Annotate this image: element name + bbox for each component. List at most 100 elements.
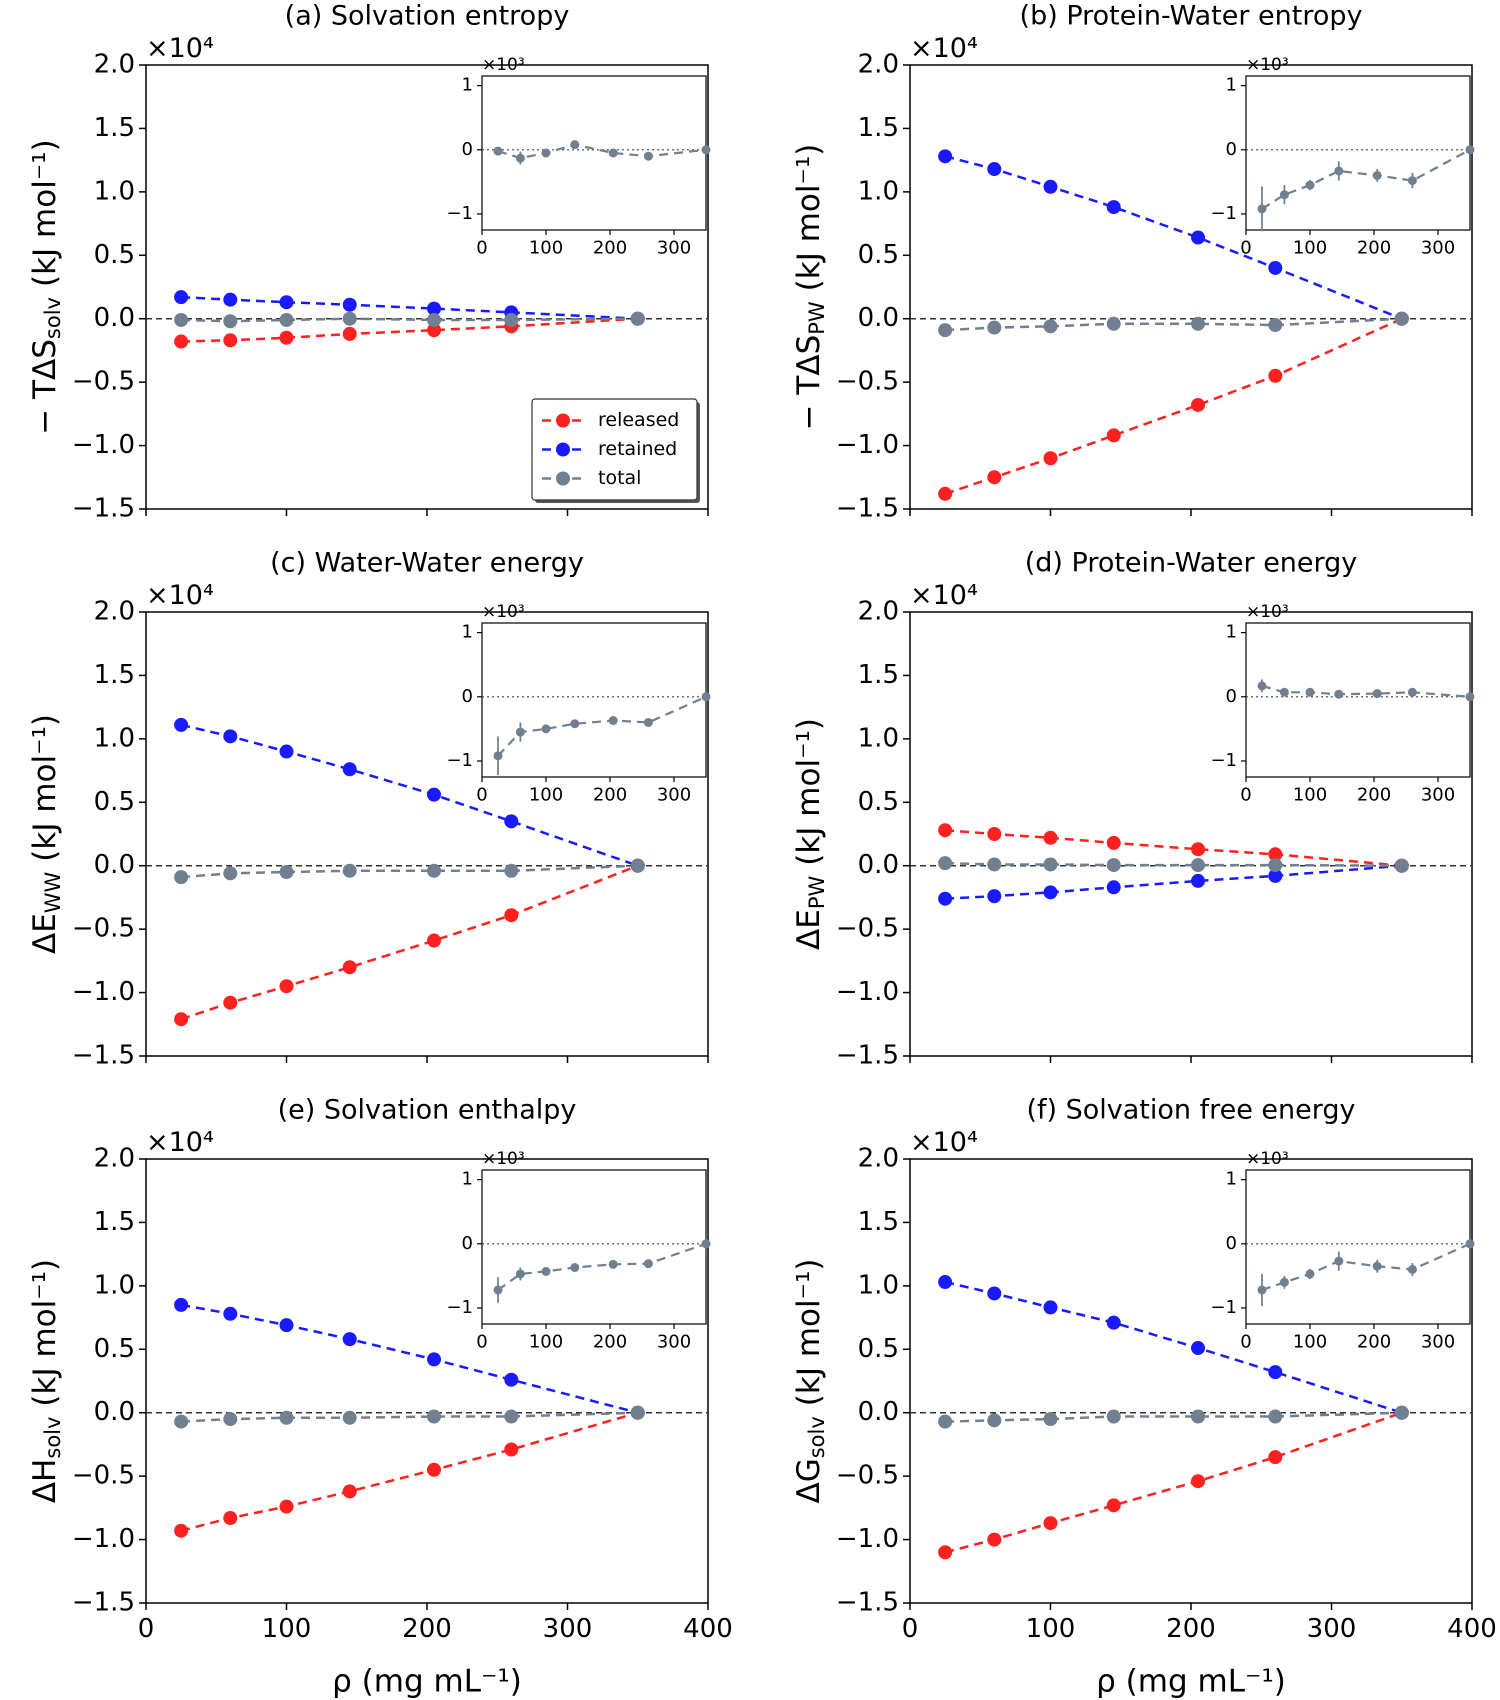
data-point [504, 1409, 519, 1424]
data-point [279, 1499, 294, 1514]
data-point [1191, 230, 1206, 245]
y-label-main: − TΔS [27, 339, 63, 435]
chart-title: (a) Solvation entropy [285, 1, 570, 32]
x-tick-label: 300 [1421, 1332, 1455, 1353]
data-point [1043, 179, 1058, 194]
plot-area [1245, 75, 1471, 231]
data-point [1191, 842, 1206, 857]
data-point [493, 146, 503, 156]
data-point [1257, 1285, 1267, 1295]
y-tick-label: −1.5 [836, 1588, 899, 1618]
data-point [938, 856, 953, 871]
data-point [1106, 1315, 1121, 1330]
data-point [427, 312, 442, 327]
data-point [1305, 687, 1315, 697]
data-point [427, 323, 442, 338]
y-tick-label: −1.0 [836, 430, 899, 460]
y-label-main: ΔE [791, 909, 827, 950]
data-point [1191, 1341, 1206, 1356]
data-point [279, 1318, 294, 1333]
y-tick-label: 0.0 [94, 850, 135, 880]
x-tick-label: 300 [543, 1614, 593, 1644]
data-point [1394, 311, 1409, 326]
data-point [427, 1409, 442, 1424]
y-tick-label: 0.5 [94, 1334, 135, 1364]
data-point [643, 1259, 653, 1269]
x-tick-label: 100 [529, 785, 563, 806]
data-point [1268, 318, 1283, 333]
y-tick-label: −0.5 [836, 1461, 899, 1491]
y-label-main: ΔH [27, 1459, 63, 1504]
data-point [1106, 316, 1121, 331]
y-tick-label: 1.0 [94, 723, 135, 753]
x-tick-label: 200 [593, 238, 627, 259]
chart-title: (e) Solvation enthalpy [278, 1095, 577, 1126]
x-tick-label: 100 [1026, 1614, 1076, 1644]
chart-title: (c) Water-Water energy [270, 548, 584, 579]
offset-label: ×10³ [1246, 55, 1289, 75]
y-tick-label: 0 [1226, 686, 1237, 707]
y-tick-label: 1.5 [858, 660, 899, 690]
data-point [1257, 204, 1267, 214]
legend-label: retained [598, 438, 677, 460]
y-tick-label: 0 [1226, 1233, 1237, 1254]
data-point [1305, 180, 1315, 190]
y-tick-label: 1.0 [858, 723, 899, 753]
y-tick-label: −1 [446, 203, 473, 224]
x-tick-label: 200 [1357, 238, 1391, 259]
data-point [427, 787, 442, 802]
offset-label: ×10⁴ [910, 1127, 978, 1158]
data-point [504, 1442, 519, 1457]
data-point [1043, 1300, 1058, 1315]
y-tick-label: −1.0 [836, 1524, 899, 1554]
data-point [987, 162, 1002, 177]
x-tick-label: 300 [1421, 238, 1455, 259]
legend-marker [556, 442, 570, 457]
data-point [701, 692, 711, 702]
y-tick-label: 1 [1226, 622, 1237, 643]
panel: −1.5−1.0−0.50.00.51.01.52.00 100 200 300 400… [27, 1095, 733, 1700]
y-tick-label: 0 [1226, 139, 1237, 160]
data-point [279, 1410, 294, 1425]
y-tick-label: 0 [462, 686, 473, 707]
data-point [938, 486, 953, 501]
data-point [1268, 868, 1283, 883]
offset-label: ×10³ [1246, 602, 1289, 622]
x-tick-label: 300 [1307, 1614, 1357, 1644]
y-label-sub: PW [805, 301, 829, 335]
y-tick-label: −1.5 [836, 1041, 899, 1071]
data-point [938, 1414, 953, 1429]
y-tick-label: 1.0 [94, 176, 135, 206]
x-tick-label: 0 [1240, 785, 1251, 806]
plot-area [481, 622, 707, 778]
data-point [1465, 145, 1475, 155]
legend-label: released [598, 409, 679, 431]
data-point [987, 1286, 1002, 1301]
data-point [541, 1266, 551, 1276]
data-point [342, 326, 357, 341]
offset-label: ×10⁴ [146, 1127, 214, 1158]
y-tick-label: 0.0 [858, 303, 899, 333]
data-point [1191, 397, 1206, 412]
y-tick-label: −1 [446, 1297, 473, 1318]
data-point [1043, 1412, 1058, 1427]
x-tick-label: 100 [1293, 1332, 1327, 1353]
y-tick-label: 1.0 [858, 1270, 899, 1300]
data-point [570, 1263, 580, 1273]
x-tick-label: 0 [138, 1614, 155, 1644]
legend-marker [556, 471, 570, 486]
y-tick-label: 0.0 [94, 1397, 135, 1427]
y-tick-label: 0.5 [858, 1334, 899, 1364]
data-point [987, 320, 1002, 335]
data-point [342, 960, 357, 975]
data-point [987, 827, 1002, 841]
plot-area [481, 1169, 707, 1325]
data-point [1043, 1516, 1058, 1531]
data-point [643, 717, 653, 727]
data-point [1268, 260, 1283, 275]
data-point [427, 933, 442, 948]
